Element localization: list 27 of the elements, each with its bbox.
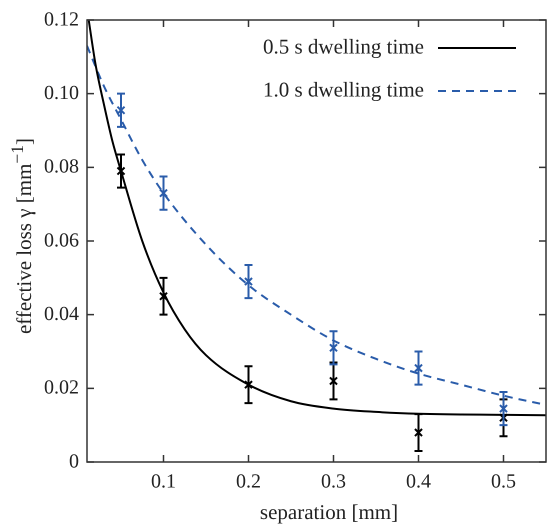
point	[116, 166, 126, 176]
x-tick-label: 0.2	[236, 470, 261, 492]
legend-label: 0.5 s dwelling time	[263, 34, 424, 59]
x-tick-label: 0.5	[491, 470, 516, 492]
y-tick-label: 0.12	[44, 8, 79, 30]
y-tick-label: 0.10	[44, 82, 79, 104]
point	[158, 188, 168, 198]
x-axis-title: separation [mm]	[260, 500, 398, 525]
x-tick-label: 0.4	[406, 470, 431, 492]
point	[414, 364, 424, 373]
legend-label: 1.0 s dwelling time	[263, 78, 424, 102]
y-tick-label: 0.08	[44, 156, 79, 178]
x-tick-label: 0.3	[321, 470, 346, 492]
point	[158, 292, 168, 301]
y-tick-label: 0.06	[44, 229, 79, 252]
point	[498, 413, 508, 422]
x-tick-label: 0.1	[151, 470, 176, 492]
point	[244, 276, 254, 286]
point	[116, 106, 126, 115]
point	[328, 376, 338, 386]
point	[328, 343, 338, 352]
y-tick-label: 0	[69, 450, 79, 472]
y-tick-label: 0.04	[44, 302, 79, 325]
point	[498, 404, 508, 414]
point	[244, 380, 254, 390]
point	[414, 428, 424, 438]
y-tick-label: 0.02	[44, 376, 79, 399]
